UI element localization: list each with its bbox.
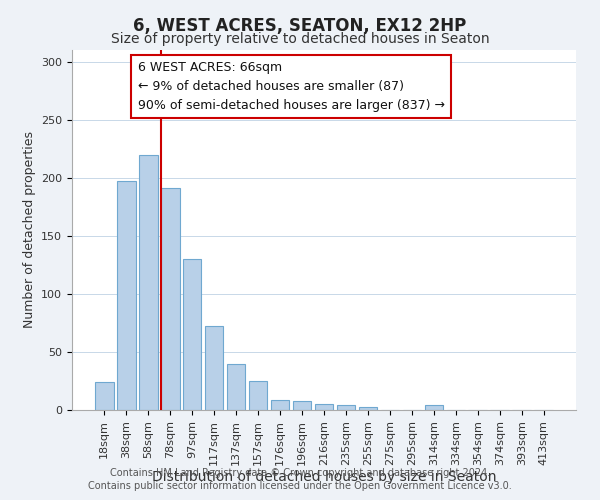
Bar xyxy=(183,259,202,410)
Bar xyxy=(161,188,179,410)
Bar xyxy=(95,382,113,410)
Y-axis label: Number of detached properties: Number of detached properties xyxy=(23,132,35,328)
X-axis label: Distribution of detached houses by size in Seaton: Distribution of detached houses by size … xyxy=(152,470,496,484)
Bar xyxy=(359,406,377,410)
Bar xyxy=(117,181,136,410)
Text: Contains HM Land Registry data © Crown copyright and database right 2024.: Contains HM Land Registry data © Crown c… xyxy=(110,468,490,477)
Bar xyxy=(293,400,311,410)
Bar xyxy=(249,381,268,410)
Text: Size of property relative to detached houses in Seaton: Size of property relative to detached ho… xyxy=(110,32,490,46)
Bar xyxy=(205,326,223,410)
Bar xyxy=(314,404,334,410)
Bar xyxy=(271,400,289,410)
Bar xyxy=(139,154,158,410)
Text: 6 WEST ACRES: 66sqm
← 9% of detached houses are smaller (87)
90% of semi-detache: 6 WEST ACRES: 66sqm ← 9% of detached hou… xyxy=(137,61,445,112)
Bar xyxy=(337,406,355,410)
Text: 6, WEST ACRES, SEATON, EX12 2HP: 6, WEST ACRES, SEATON, EX12 2HP xyxy=(133,18,467,36)
Bar xyxy=(227,364,245,410)
Text: Contains public sector information licensed under the Open Government Licence v3: Contains public sector information licen… xyxy=(88,481,512,491)
Bar xyxy=(425,406,443,410)
